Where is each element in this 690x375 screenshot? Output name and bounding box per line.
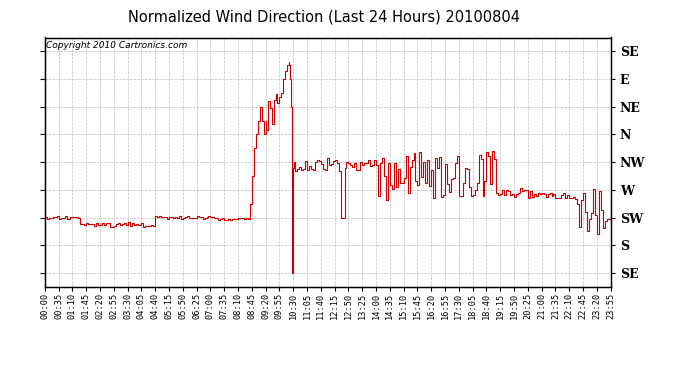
Text: Normalized Wind Direction (Last 24 Hours) 20100804: Normalized Wind Direction (Last 24 Hours… xyxy=(128,9,520,24)
Text: Copyright 2010 Cartronics.com: Copyright 2010 Cartronics.com xyxy=(46,41,187,50)
